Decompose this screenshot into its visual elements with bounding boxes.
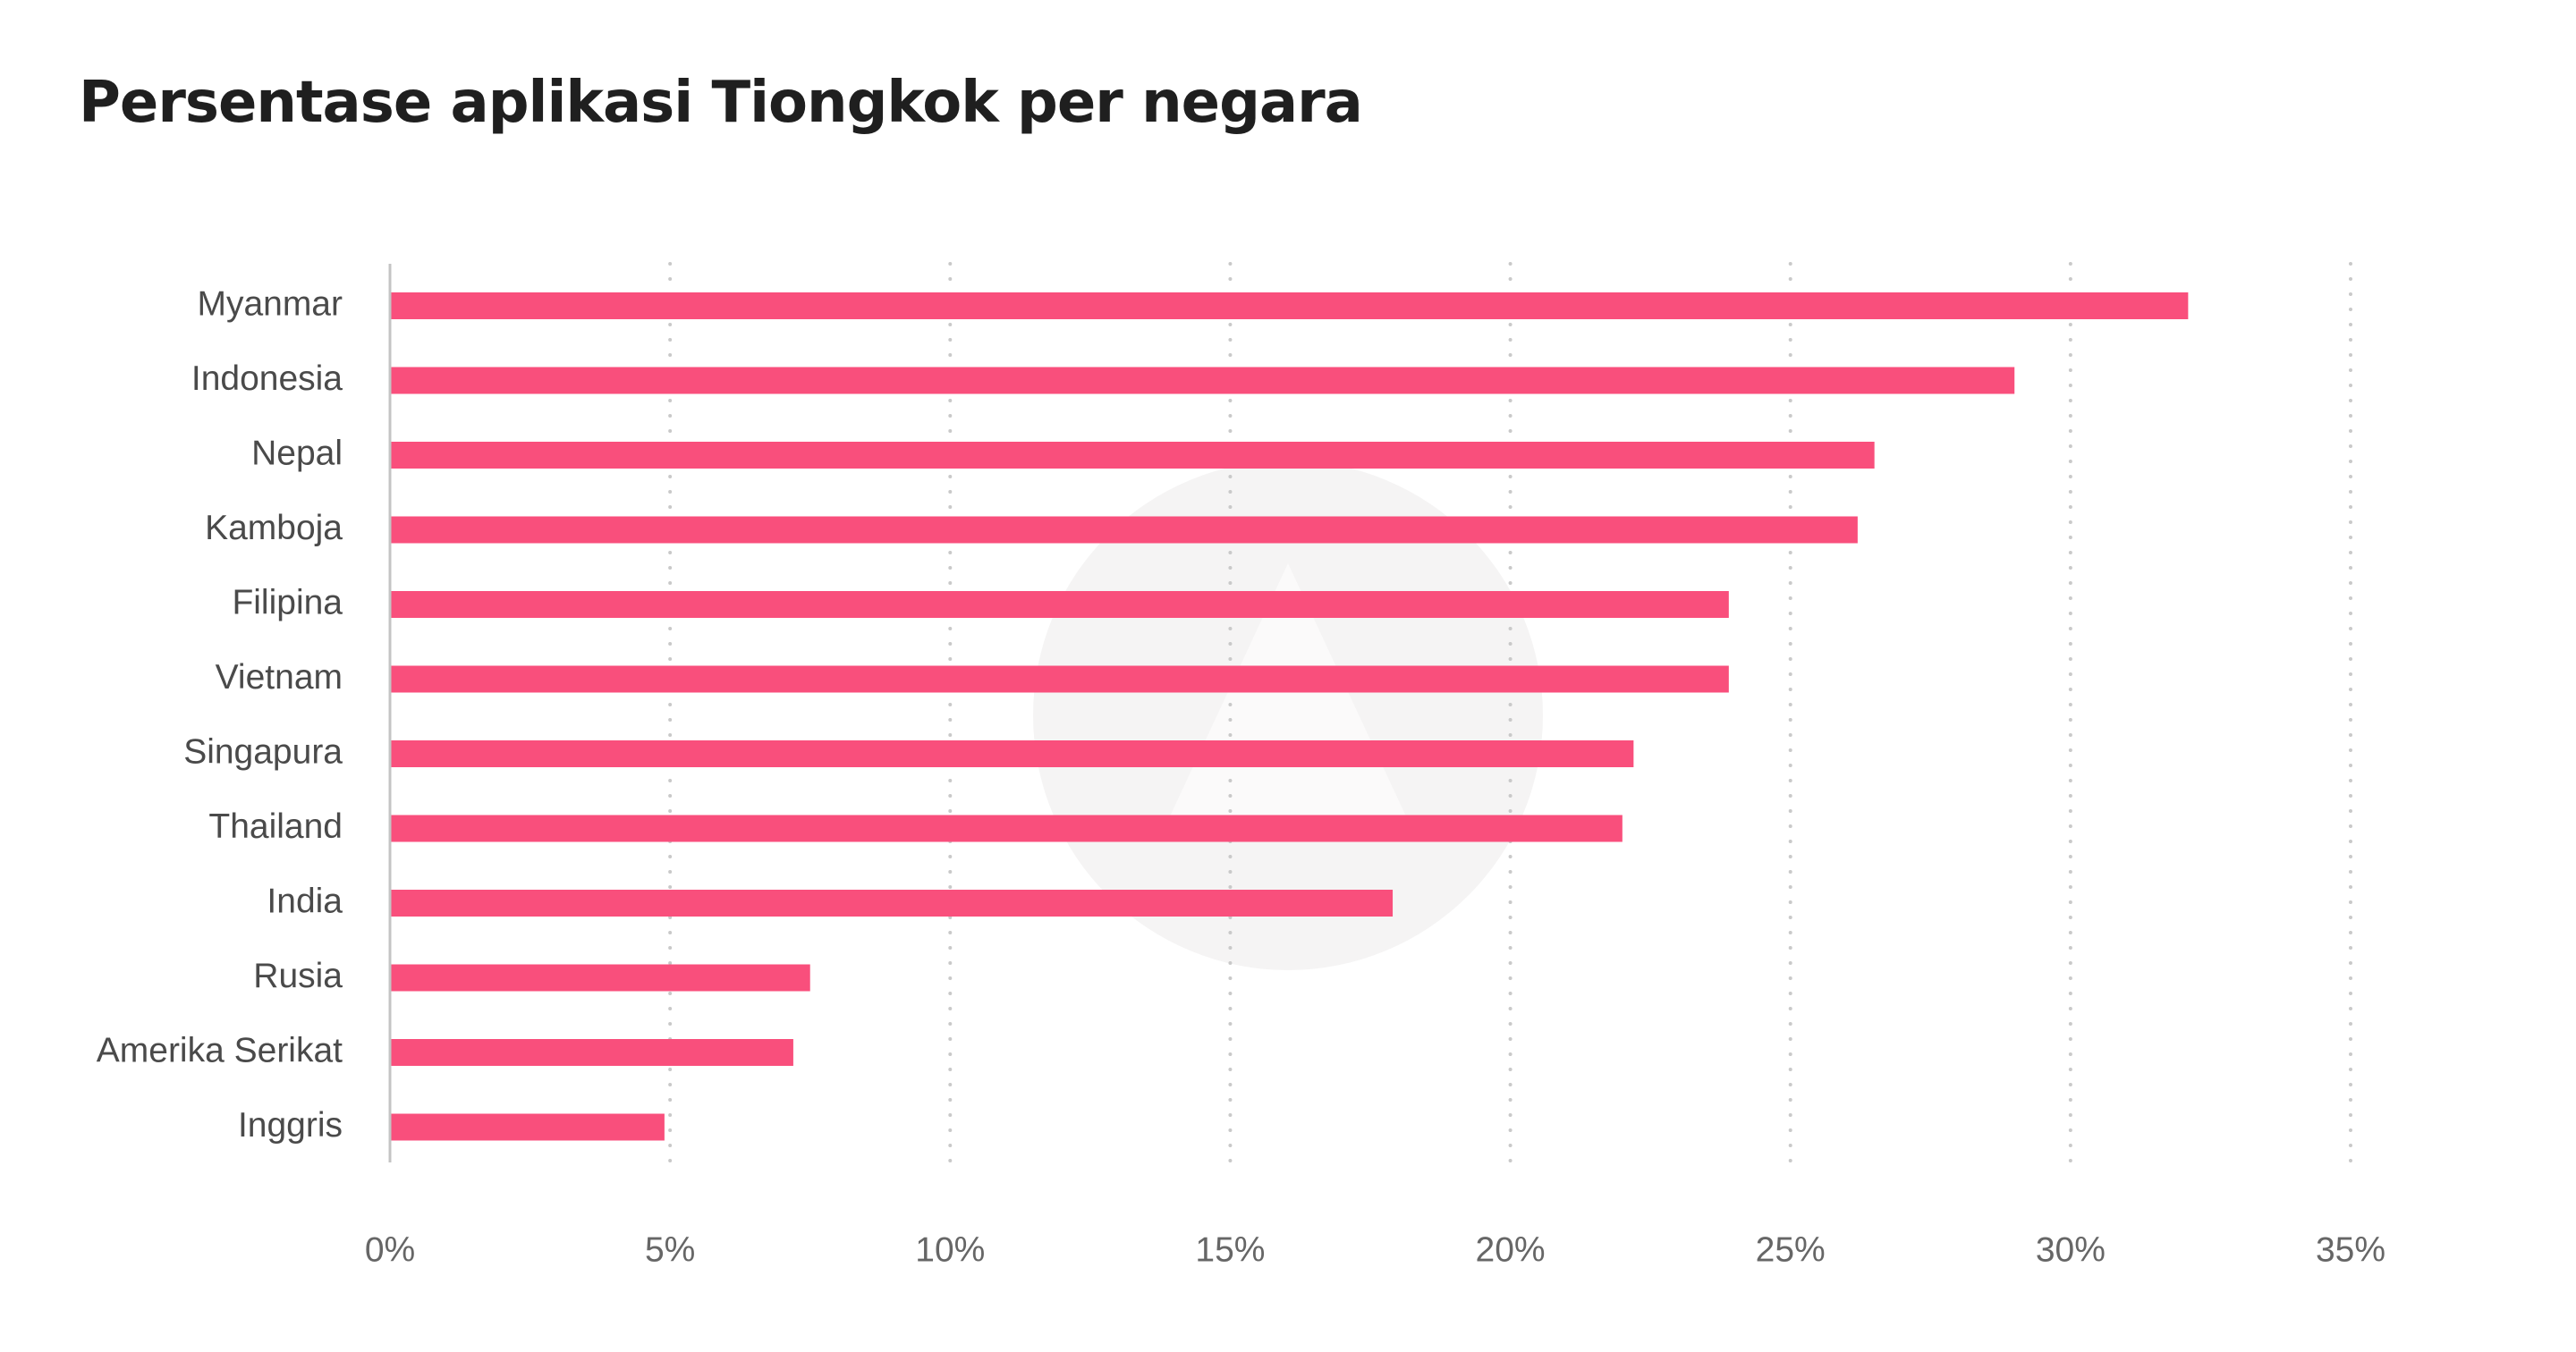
category-label: Inggris: [238, 1106, 343, 1145]
bar: [391, 890, 1394, 917]
category-label: Nepal: [251, 434, 343, 472]
bar: [391, 591, 1729, 618]
bar: [391, 516, 1858, 544]
category-label: Singapura: [183, 732, 343, 771]
bar: [391, 292, 2189, 319]
category-label: Indonesia: [191, 359, 343, 398]
bar: [391, 1113, 665, 1141]
x-tick-label: 5%: [645, 1230, 695, 1269]
x-tick-label: 35%: [2316, 1230, 2385, 1269]
category-label: Thailand: [208, 807, 343, 846]
bar: [391, 367, 2015, 394]
x-tick-label: 10%: [915, 1230, 985, 1269]
bar: [391, 1039, 793, 1066]
category-label: India: [267, 882, 343, 920]
x-tick-label: 30%: [2036, 1230, 2106, 1269]
category-label: Vietnam: [216, 658, 343, 697]
category-label: Kamboja: [205, 509, 343, 547]
bar: [391, 815, 1623, 842]
x-tick-label: 25%: [1756, 1230, 1826, 1269]
category-label: Rusia: [253, 957, 343, 995]
category-labels: Myanmar Indonesia Nepal Kamboja Filipina Viet…: [97, 284, 343, 1145]
bars: [391, 292, 2189, 1141]
category-label: Amerika Serikat: [97, 1031, 343, 1069]
bar: [391, 442, 1875, 469]
x-tick-label: 20%: [1476, 1230, 1546, 1269]
category-label: Myanmar: [197, 284, 343, 323]
category-label: Filipina: [232, 583, 343, 621]
bar: [391, 740, 1634, 767]
chart-title: Persentase aplikasi Tiongkok per negara: [79, 70, 1363, 136]
bar: [391, 665, 1729, 693]
x-tick-label: 15%: [1195, 1230, 1265, 1269]
x-tick-labels: 0% 5% 10% 15% 20% 25% 30% 35%: [365, 1230, 2385, 1269]
bar: [391, 964, 810, 992]
x-tick-label: 0%: [365, 1230, 415, 1269]
